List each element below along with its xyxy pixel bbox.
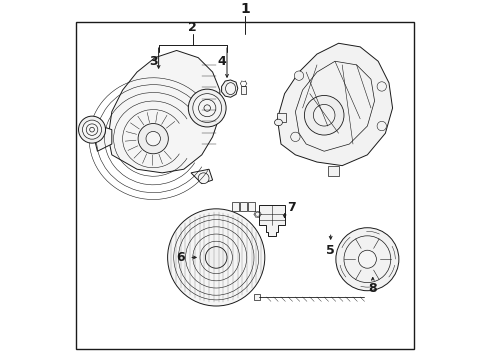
Text: 8: 8 — [368, 282, 377, 294]
Text: 3: 3 — [149, 55, 157, 68]
Circle shape — [255, 212, 260, 216]
Circle shape — [377, 121, 387, 131]
Bar — [277, 113, 286, 122]
Text: 6: 6 — [176, 251, 185, 264]
Circle shape — [198, 173, 209, 184]
Text: 7: 7 — [288, 201, 296, 213]
Polygon shape — [191, 169, 213, 184]
Bar — [232, 202, 239, 211]
Bar — [240, 202, 247, 211]
Ellipse shape — [168, 209, 265, 306]
Ellipse shape — [204, 105, 210, 111]
Bar — [241, 86, 246, 94]
Ellipse shape — [193, 94, 221, 122]
Ellipse shape — [225, 83, 236, 95]
Ellipse shape — [274, 119, 282, 126]
Text: 1: 1 — [240, 2, 250, 16]
Bar — [248, 202, 255, 211]
Circle shape — [294, 71, 304, 80]
Circle shape — [377, 82, 387, 91]
Circle shape — [358, 250, 376, 268]
Ellipse shape — [90, 127, 95, 132]
Circle shape — [146, 131, 160, 146]
Polygon shape — [108, 50, 220, 173]
Circle shape — [314, 104, 335, 126]
Circle shape — [205, 247, 227, 268]
Text: 2: 2 — [189, 21, 197, 33]
Ellipse shape — [86, 124, 98, 135]
Text: 5: 5 — [326, 244, 335, 257]
Bar — [254, 294, 261, 300]
Polygon shape — [277, 43, 392, 166]
Circle shape — [138, 123, 169, 154]
Ellipse shape — [82, 120, 101, 139]
Ellipse shape — [336, 228, 399, 291]
Ellipse shape — [198, 99, 216, 117]
Polygon shape — [221, 80, 238, 97]
Text: 4: 4 — [217, 55, 226, 68]
Ellipse shape — [188, 89, 226, 127]
Circle shape — [291, 132, 300, 141]
Polygon shape — [94, 126, 112, 151]
Ellipse shape — [78, 116, 105, 143]
Polygon shape — [328, 166, 339, 176]
Circle shape — [304, 95, 344, 135]
Polygon shape — [259, 205, 285, 236]
